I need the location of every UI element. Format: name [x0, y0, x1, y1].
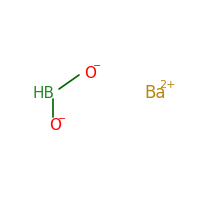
Text: −: − [58, 114, 66, 124]
Text: HB: HB [33, 86, 55, 100]
Text: 2+: 2+ [159, 80, 175, 90]
Text: −: − [93, 61, 101, 71]
Text: Ba: Ba [144, 84, 166, 102]
Text: O: O [84, 66, 96, 80]
Text: O: O [49, 118, 61, 134]
